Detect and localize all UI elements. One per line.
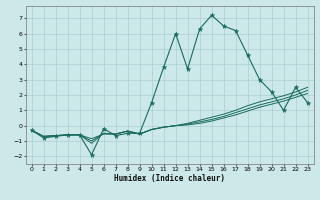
X-axis label: Humidex (Indice chaleur): Humidex (Indice chaleur) [114, 174, 225, 183]
